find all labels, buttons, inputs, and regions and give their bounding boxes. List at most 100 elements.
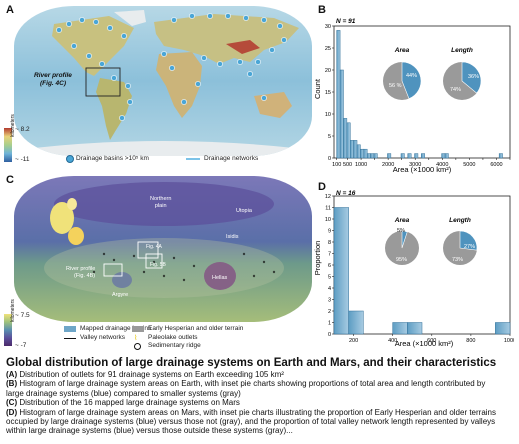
chart-b-xlabel: Area (×1000 km²) (393, 165, 452, 174)
chart-b-pie-area-blue-pct: 44% (406, 73, 417, 79)
chart-d-ytick-label: 5 (328, 275, 331, 281)
basin-outlet-dot (169, 65, 175, 71)
caption-line: (C) Distribution of the 16 mapped large … (6, 398, 514, 407)
basin-outlet-dot (281, 37, 287, 43)
legend-basin-dot (66, 155, 74, 163)
chart-b-bar (373, 153, 378, 159)
caption-line: (A) Distribution of outlets for 91 drain… (6, 370, 514, 379)
basin-outlet-dot (207, 13, 213, 19)
chart-b-bar (356, 144, 361, 159)
chart-d-ytick-label: 8 (328, 240, 331, 246)
basin-outlet-dot (201, 55, 207, 61)
chart-b-bar (370, 153, 375, 159)
basin-outlet-dot (119, 115, 125, 121)
mars-map (14, 176, 312, 322)
basin-outlet-dot (217, 61, 223, 67)
northern-plain-line-1: Northern (150, 196, 172, 202)
africa-landmass (156, 52, 202, 118)
chart-b-bar (353, 140, 358, 159)
utopia-label: Utopia (236, 208, 252, 214)
chart-d-pie-length-blue-pct: 27% (464, 244, 475, 250)
valley-network-mark (242, 252, 246, 256)
basin-outlet-dot (71, 43, 77, 49)
chart-b-ytick-label: 0 (328, 156, 331, 162)
valley-network-mark (162, 274, 166, 278)
basin-outlet-dot (99, 61, 105, 67)
basin-outlet-dot (261, 17, 267, 23)
legend-valley-line (64, 338, 76, 340)
tharsis-volcano-3 (67, 198, 77, 210)
basin-outlet-dot (79, 17, 85, 23)
chart-b-ytick-label: 5 (328, 134, 331, 140)
pie-blue-slice (401, 230, 408, 249)
caption-line-text: Histogram of large drainage system areas… (17, 379, 486, 389)
chart-d-pie-length-title: Length (449, 217, 471, 224)
earth-colorbar-top: ~ 8.2 (15, 126, 30, 133)
chart-d-ytick-label: 3 (328, 298, 331, 304)
mars-map-svg (14, 176, 312, 322)
chart-d-ytick-label: 6 (328, 263, 331, 269)
caption-line-text: Histogram of large drainage system areas… (17, 407, 497, 417)
chart-b-xtick-label: 3000 (409, 162, 421, 168)
earth-map-svg (14, 6, 312, 156)
chart-d-ylabel: Proportion (314, 241, 322, 276)
hellas-basin (204, 262, 236, 290)
chart-b-xtick-label: 1000 (355, 162, 367, 168)
chart-b-xtick-label: 4000 (436, 162, 448, 168)
northern-plain-lowland (54, 182, 274, 226)
caption-lines: (A) Distribution of outlets for 91 drain… (6, 370, 514, 436)
mars-colorbar-top: ~ 7.5 (15, 312, 30, 319)
chart-b-ytick-label: 25 (325, 46, 331, 52)
chart-b-pie-length-gray-pct: 74% (450, 87, 461, 93)
caption-line: (D) Histogram of large drainage system a… (6, 408, 514, 417)
chart-b-bar (400, 153, 405, 159)
chart-d-ytick-label: 10 (325, 217, 331, 223)
chart-b-xtick-label: 100 (332, 162, 341, 168)
legend-early-label: Early Hesperian and older terrain (148, 325, 244, 332)
basin-outlet-dot (237, 59, 243, 65)
caption-line-label: (D) (6, 407, 18, 417)
valley-network-mark (172, 256, 176, 260)
basin-outlet-dot (261, 95, 267, 101)
chart-d-xtick-label: 800 (466, 338, 475, 344)
basin-outlet-dot (161, 51, 167, 57)
basin-outlet-dot (66, 21, 72, 27)
valley-network-mark (112, 258, 116, 262)
earth-map (14, 6, 312, 156)
basin-outlet-dot (121, 33, 127, 39)
chart-b-pie-area (383, 61, 422, 100)
river-profile-box-c (103, 263, 123, 277)
valley-network-mark (142, 270, 146, 274)
caption-line: occupied by large drainage systems (blue… (6, 417, 514, 426)
chart-d-ytick-label: 1 (328, 321, 331, 327)
annotation-line-1: River profile (34, 72, 72, 79)
chart-b-pie-length-blue-pct: 36% (468, 74, 479, 80)
earth-colorbar (4, 128, 12, 162)
legend-early-swatch (132, 326, 144, 332)
chart-b-bar (336, 30, 341, 159)
chart-b-bar (346, 122, 351, 159)
tharsis-volcano-2 (68, 227, 84, 245)
caption-line-text: occupied by large drainage systems (blue… (6, 417, 496, 427)
chart-b-bar (349, 140, 354, 159)
chart-d-xtick-label: 1000 (504, 338, 514, 344)
chart-d-xtick-label: 200 (349, 338, 358, 344)
chart-b-pie-length-title: Length (451, 47, 473, 54)
caption-title: Global distribution of large drainage sy… (6, 357, 497, 369)
fig-5b-box (145, 253, 163, 269)
caption-line-text: Distribution of outlets for 91 drainage … (17, 370, 284, 379)
chart-b-ytick-label: 30 (325, 24, 331, 30)
chart-b-xtick-label: 5000 (463, 162, 475, 168)
river-profile-annotation-a: River profile (Fig. 4C) (34, 72, 72, 87)
chart-d-bar (407, 322, 423, 335)
chart-d-ytick-label: 0 (328, 332, 331, 338)
earth-colorbar-bottom: ~ -11 (15, 156, 30, 163)
chart-b-bar (343, 118, 348, 159)
chart-b-ytick-label: 15 (325, 90, 331, 96)
valley-network-mark (192, 264, 196, 268)
chart-b-bar (498, 153, 503, 159)
basin-outlet-dot (243, 15, 249, 21)
panel-letter-d: D (318, 181, 326, 193)
north-america-landmass (52, 16, 134, 76)
legend-paleolake-label: Paleolake outlets (148, 334, 198, 341)
